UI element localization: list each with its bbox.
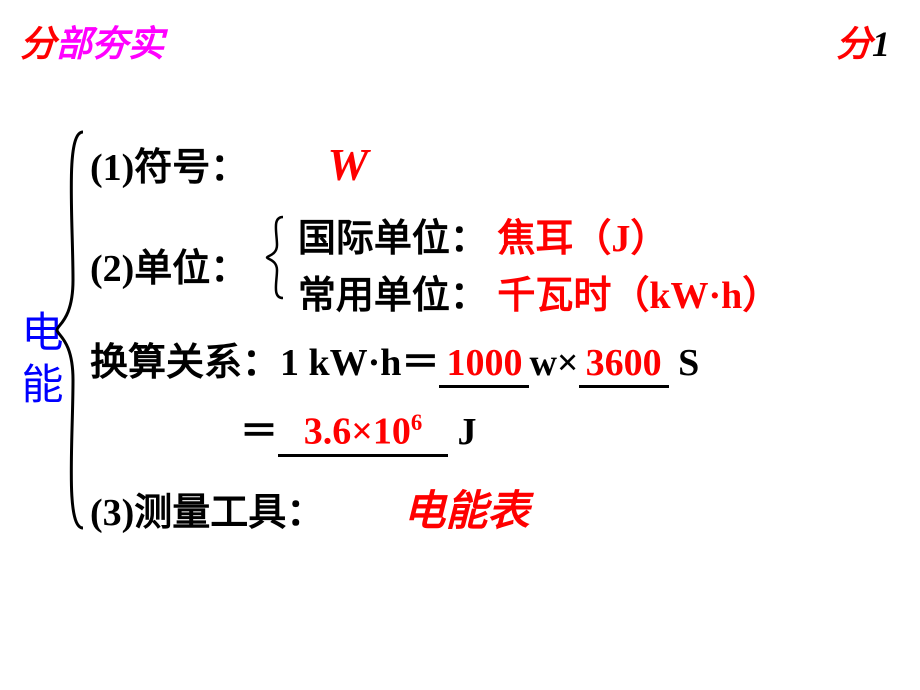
label-conversion-prefix: 换算关系：1 kW·h＝: [90, 342, 439, 384]
main-brace-icon: [55, 130, 85, 530]
row-tool: (3)测量工具： 电能表: [90, 481, 910, 544]
label-unit: (2)单位：: [90, 241, 248, 298]
row-symbol: (1)符号： W: [90, 130, 910, 199]
label-conversion-suffix: S: [669, 342, 700, 384]
value-symbol: W: [327, 139, 368, 190]
value-tool: 电能表: [403, 489, 529, 535]
value-blank1: 1000: [446, 342, 522, 384]
header-left-part1: 分: [20, 24, 56, 64]
header-left: 分部夯实: [20, 15, 164, 67]
content-area: (1)符号： W (2)单位： 国际单位： 焦耳（J） 常用单位： 千瓦时（kW…: [90, 130, 910, 556]
row-conversion-result: ＝ 3.6×106 J: [90, 404, 910, 461]
value-intl: 焦耳（J）: [497, 218, 668, 260]
label-common: 常用单位：: [298, 275, 488, 317]
header-right-part1: 分: [836, 24, 872, 64]
value-sci-exp: 6: [411, 410, 422, 435]
value-blank2: 3600: [586, 342, 662, 384]
value-sci-base: 3.6×10: [304, 411, 411, 453]
row-conversion: 换算关系：1 kW·h＝1000w×3600 S: [90, 335, 910, 392]
label-symbol: (1)符号：: [90, 147, 248, 189]
header-right-part2: 1: [872, 24, 890, 64]
label-eq: ＝: [240, 411, 278, 453]
label-intl: 国际单位：: [298, 218, 488, 260]
label-conversion-mid: w×: [529, 342, 578, 384]
header-left-part2: 部夯实: [56, 24, 164, 64]
value-common: 千瓦时（kW·h）: [497, 275, 780, 317]
row-common-unit: 常用单位： 千瓦时（kW·h）: [298, 268, 780, 325]
row-unit: (2)单位： 国际单位： 焦耳（J） 常用单位： 千瓦时（kW·h）: [90, 211, 910, 325]
label-J: J: [448, 411, 477, 453]
label-tool: (3)测量工具：: [90, 492, 324, 534]
header-right: 分1: [836, 15, 890, 67]
row-intl-unit: 国际单位： 焦耳（J）: [298, 211, 780, 268]
